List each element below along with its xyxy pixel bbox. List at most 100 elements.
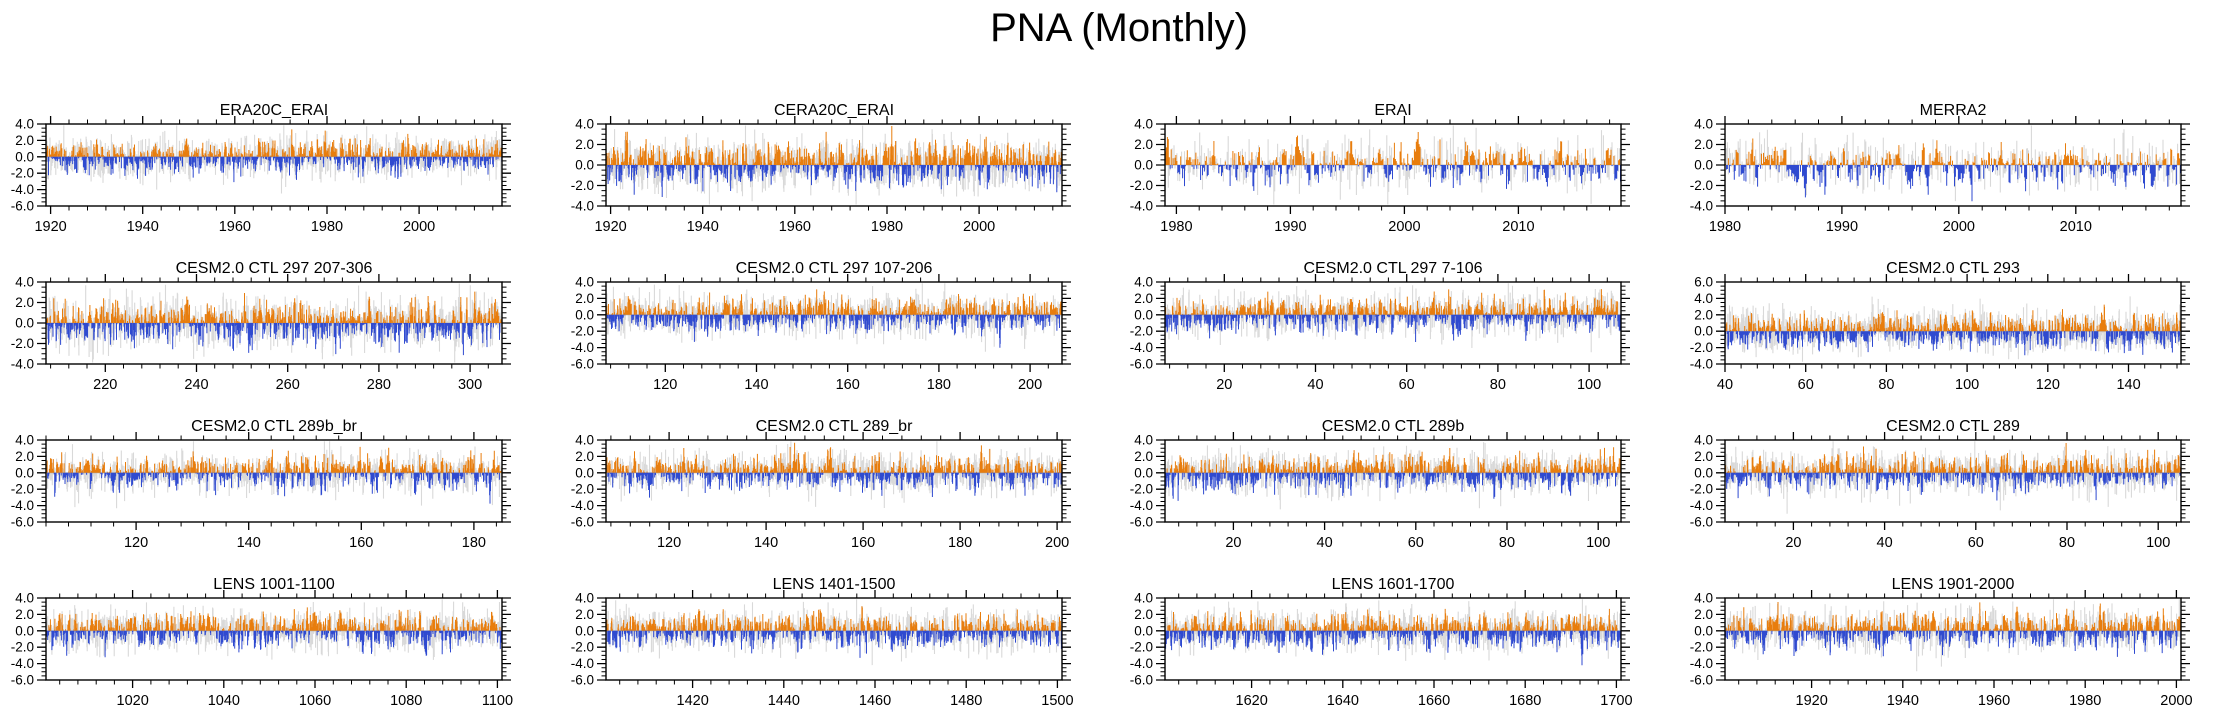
panel-plot: CESM2.0 CTL 289_br 4.02.00.0 -2.0-4.0 -6.0 1… <box>570 418 1071 551</box>
panel-plot: CESM2.0 CTL 289b_br 4.02.00.0 -2.0-4.0 -6.0… <box>11 418 511 551</box>
charts-grid: ERA20C_ERAI 4.0 2.0 0.0 -2.0 -4.0 -6.0 1920 1940… <box>0 84 2238 716</box>
y-tick-label: -4.0 <box>11 182 34 197</box>
y-tick-label: -4.0 <box>1689 656 1712 671</box>
y-tick-label: 2.0 <box>1134 449 1153 464</box>
y-tick-label: -4.0 <box>11 498 34 513</box>
y-tick-label: 2.0 <box>1134 137 1153 152</box>
panel-lens-1901-2000: LENS 1901-2000 4.0 2.0 0.0 -2.0 -4.0 -6.0 1920 1… <box>1679 558 2238 716</box>
major-ticks <box>37 116 511 214</box>
minor-ticks <box>1720 277 2185 369</box>
plot-frame <box>1164 281 1622 365</box>
panel-cesm2-0-ctl-289-br: CESM2.0 CTL 289_br 4.0 2.0 0.0 -2.0 -4.0 -6.0 1… <box>560 400 1120 558</box>
y-tick-label: -4.0 <box>11 357 34 372</box>
y-tick-label: -4.0 <box>570 340 593 355</box>
panel-cera20c-erai: CERA20C_ERAI 4.0 2.0 0.0 -2.0 -4.0 1920 1940 196… <box>560 84 1120 242</box>
major-ticks <box>1715 432 2190 530</box>
panel-era20c-erai: ERA20C_ERAI 4.0 2.0 0.0 -2.0 -4.0 -6.0 1920 1940… <box>0 84 560 242</box>
y-tick-label: -2.0 <box>1689 178 1712 193</box>
y-tick-label: -4.0 <box>1130 498 1153 513</box>
negative-anomaly-bars <box>1164 630 1622 666</box>
x-tick-label: 1990 <box>1825 219 1857 235</box>
x-tick-label: 20 <box>1785 535 1801 551</box>
y-tick-label: -2.0 <box>11 166 34 181</box>
y-tick-label: -4.0 <box>1130 656 1153 671</box>
panel-plot: LENS 1001-1100 4.02.00.0 -2.0-4.0 -6.0 1020 1… <box>11 576 513 709</box>
panel-erai: ERAI 4.0 2.0 0.0 -2.0 -4.0 1980 1990 2000 2010 <box>1119 84 1679 242</box>
panel-title: LENS 1601-1700 <box>1332 576 1455 593</box>
x-tick-label: 40 <box>1317 535 1333 551</box>
plot-frame <box>1164 123 1622 207</box>
y-tick-label: -2.0 <box>1130 482 1153 497</box>
y-tick-label: -6.0 <box>11 515 34 530</box>
major-ticks <box>37 274 511 372</box>
x-tick-label: 140 <box>753 535 777 551</box>
panel-title: CESM2.0 CTL 289b <box>1322 418 1465 435</box>
panel-cesm2-0-ctl-293: CESM2.0 CTL 293 6.0 4.0 2.0 0.0 -2.0 -4.0 40 60 8… <box>1679 242 2238 400</box>
x-tick-label: 60 <box>1408 535 1424 551</box>
plot-frame <box>45 123 503 207</box>
plot-frame <box>45 281 503 365</box>
x-tick-label: 100 <box>2146 535 2170 551</box>
y-tick-label: 4.0 <box>1694 591 1713 606</box>
y-tick-label: 0.0 <box>1134 623 1153 638</box>
x-tick-label: 280 <box>367 377 391 393</box>
x-tick-label: 1060 <box>299 693 331 709</box>
panel-title: CESM2.0 CTL 293 <box>1886 260 2020 277</box>
y-tick-label: -6.0 <box>1689 515 1712 530</box>
y-tick-label: -6.0 <box>1130 515 1153 530</box>
minor-ticks <box>601 435 1066 527</box>
x-tick-label: 200 <box>1017 377 1041 393</box>
y-tick-label: -2.0 <box>1130 324 1153 339</box>
y-tick-label: 4.0 <box>1134 591 1153 606</box>
y-tick-label: 0.0 <box>1694 158 1713 173</box>
y-tick-label: 2.0 <box>15 449 34 464</box>
minor-ticks <box>41 277 507 369</box>
y-tick-label: 2.0 <box>575 291 594 306</box>
panel-plot: LENS 1901-2000 4.02.00.0 -2.0-4.0 -6.0 1920 1… <box>1689 576 2192 709</box>
positive-anomaly-bars <box>1166 447 1622 473</box>
minor-ticks <box>1160 435 1626 527</box>
y-tick-label: 2.0 <box>1134 607 1153 622</box>
minor-ticks <box>601 277 1066 369</box>
minor-ticks <box>1720 435 2185 527</box>
x-tick-label: 100 <box>1577 377 1601 393</box>
y-tick-label: 0.0 <box>1694 465 1713 480</box>
y-tick-label: -2.0 <box>11 482 34 497</box>
x-tick-label: 140 <box>237 535 261 551</box>
x-tick-label: 140 <box>2116 377 2140 393</box>
panel-lens-1601-1700: LENS 1601-1700 4.0 2.0 0.0 -2.0 -4.0 -6.0 1620 1… <box>1119 558 1679 716</box>
x-tick-label: 2000 <box>2160 693 2192 709</box>
y-tick-label: 2.0 <box>15 133 34 148</box>
panel-cesm2-0-ctl-297-207-306: CESM2.0 CTL 297 207-306 4.0 2.0 0.0 -2.0 -4.0… <box>0 242 560 400</box>
positive-anomaly-bars <box>46 129 502 157</box>
y-tick-label: -6.0 <box>1130 357 1153 372</box>
minor-ticks <box>601 593 1066 685</box>
page-title: PNA (Monthly) <box>990 6 1248 50</box>
y-tick-label: 2.0 <box>1694 307 1713 322</box>
panel-cesm2-0-ctl-289b-br: CESM2.0 CTL 289b_br 4.0 2.0 0.0 -2.0 -4.0 -6.0… <box>0 400 560 558</box>
panel-title: ERAI <box>1374 102 1411 119</box>
major-ticks <box>596 590 1071 688</box>
major-ticks <box>596 432 1071 530</box>
major-ticks <box>37 590 511 688</box>
x-tick-label: 1420 <box>676 693 708 709</box>
x-tick-label: 1920 <box>594 219 626 235</box>
major-ticks <box>1156 590 1630 688</box>
minor-ticks <box>1160 119 1626 211</box>
x-tick-label: 80 <box>2058 535 2074 551</box>
negative-anomaly-bars <box>46 323 502 356</box>
panel-cesm2-0-ctl-297-7-106: CESM2.0 CTL 297 7-106 4.0 2.0 0.0 -2.0 -4.0 -6… <box>1119 242 1679 400</box>
panel-title: CESM2.0 CTL 297 7-106 <box>1303 260 1482 277</box>
x-tick-label: 1940 <box>127 219 159 235</box>
panel-title: ERA20C_ERAI <box>220 102 329 119</box>
x-tick-label: 200 <box>1045 535 1069 551</box>
panel-cesm2-0-ctl-289b: CESM2.0 CTL 289b 4.0 2.0 0.0 -2.0 -4.0 -6.0 20 4… <box>1119 400 1679 558</box>
y-tick-label: 0.0 <box>575 465 594 480</box>
y-tick-label: 0.0 <box>575 158 594 173</box>
minor-ticks <box>1160 593 1626 685</box>
x-tick-label: 260 <box>276 377 300 393</box>
y-tick-label: -2.0 <box>11 640 34 655</box>
y-tick-label: 4.0 <box>1134 433 1153 448</box>
y-tick-label: 0.0 <box>1694 324 1713 339</box>
y-tick-label: 4.0 <box>15 591 34 606</box>
